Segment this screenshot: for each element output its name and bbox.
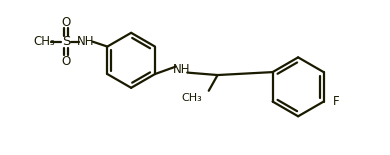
- Text: O: O: [62, 16, 71, 29]
- Text: NH: NH: [77, 35, 94, 48]
- Text: CH₃: CH₃: [181, 93, 202, 103]
- Text: F: F: [332, 95, 339, 108]
- Text: CH₃: CH₃: [34, 35, 55, 48]
- Text: NH: NH: [173, 63, 190, 76]
- Text: O: O: [62, 55, 71, 68]
- Text: S: S: [62, 35, 70, 48]
